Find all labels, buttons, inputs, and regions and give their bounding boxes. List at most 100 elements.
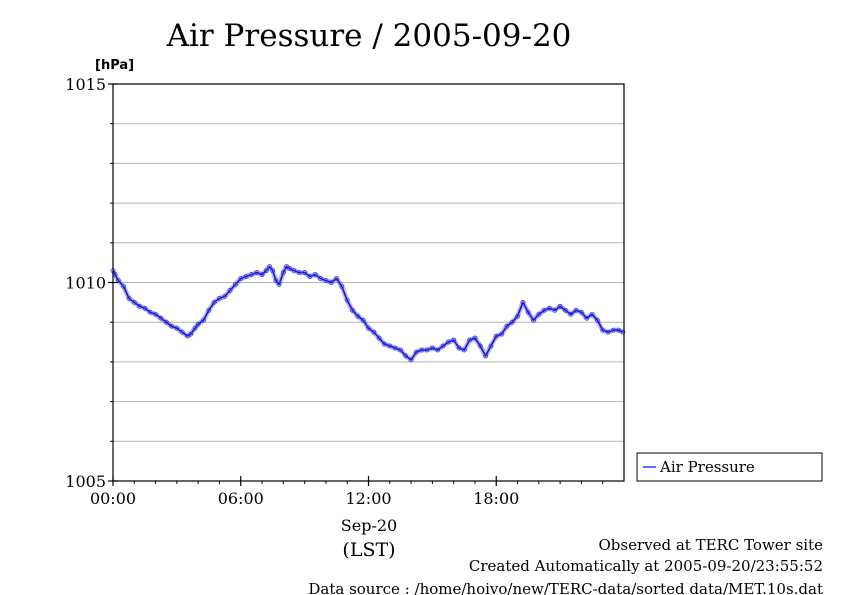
data-point xyxy=(499,331,504,337)
data-point xyxy=(163,319,169,325)
data-point xyxy=(344,297,350,303)
data-point xyxy=(563,307,568,313)
data-point xyxy=(270,268,276,273)
data-point xyxy=(610,327,616,333)
data-point xyxy=(267,264,272,270)
footer-data-source: Data source : /home/hoivo/new/TERC-data/… xyxy=(308,580,823,595)
data-point xyxy=(536,311,542,317)
data-point xyxy=(445,339,451,345)
chart-title: Air Pressure / 2005-09-20 xyxy=(166,18,572,54)
data-point xyxy=(131,299,137,305)
data-point xyxy=(483,353,489,359)
x-axis-timezone-label: (LST) xyxy=(342,539,395,561)
data-point xyxy=(328,280,334,285)
data-point xyxy=(254,270,260,275)
data-point xyxy=(579,309,584,315)
data-point xyxy=(525,309,531,315)
y-axis-unit-label: [hPa] xyxy=(95,58,134,73)
data-point xyxy=(211,299,217,305)
data-point xyxy=(429,345,435,351)
data-point xyxy=(318,276,323,281)
data-point xyxy=(312,272,318,277)
data-point xyxy=(126,295,132,301)
series-layer xyxy=(110,264,626,363)
data-point xyxy=(371,329,377,335)
data-point xyxy=(296,270,302,275)
data-point xyxy=(147,309,153,315)
data-point xyxy=(334,276,339,281)
data-point xyxy=(227,288,233,293)
data-point xyxy=(387,343,393,349)
data-point xyxy=(605,329,611,335)
data-point xyxy=(121,284,127,289)
data-point xyxy=(461,347,467,353)
data-point xyxy=(273,278,279,283)
data-point xyxy=(552,307,558,313)
data-point xyxy=(201,317,206,323)
data-point xyxy=(153,311,158,317)
data-point xyxy=(419,347,425,353)
data-point xyxy=(195,321,201,327)
data-point xyxy=(403,353,409,359)
axes xyxy=(108,83,625,486)
data-point xyxy=(233,282,238,287)
data-point xyxy=(493,333,499,339)
data-point xyxy=(276,282,282,287)
data-point xyxy=(620,329,626,335)
data-point xyxy=(366,325,371,331)
legend: Air Pressure xyxy=(636,452,823,482)
data-point xyxy=(594,317,600,323)
data-point xyxy=(222,293,228,299)
data-point xyxy=(169,323,174,329)
data-point xyxy=(547,305,552,311)
series-line-air-pressure xyxy=(112,265,624,361)
data-point xyxy=(477,343,483,349)
data-point xyxy=(557,303,563,309)
footer-observed-site: Observed at TERC Tower site xyxy=(598,536,823,554)
data-point xyxy=(217,295,222,301)
data-point xyxy=(206,307,212,313)
data-point xyxy=(350,307,355,313)
data-point xyxy=(302,270,308,275)
data-point xyxy=(488,343,494,349)
legend-label-air-pressure: Air Pressure xyxy=(659,458,755,476)
data-point xyxy=(142,305,148,311)
data-point xyxy=(115,278,121,283)
x-axis-date-label: Sep-20 xyxy=(341,516,397,535)
data-point xyxy=(520,299,526,305)
data-point xyxy=(600,327,606,333)
data-point xyxy=(440,343,446,349)
data-point xyxy=(238,276,244,281)
legend-box xyxy=(636,452,823,482)
data-point xyxy=(504,323,510,329)
data-point xyxy=(382,341,387,347)
data-point xyxy=(243,274,249,279)
data-point xyxy=(398,347,403,353)
data-point xyxy=(287,266,293,272)
data-point xyxy=(584,315,590,321)
data-point xyxy=(515,313,520,319)
data-point xyxy=(451,337,457,343)
data-point xyxy=(541,307,547,313)
x-tick-label: 18:00 xyxy=(473,489,519,508)
grid-lines xyxy=(113,123,624,442)
data-point xyxy=(424,347,430,353)
data-point xyxy=(291,268,297,273)
data-point xyxy=(573,307,579,313)
data-point xyxy=(531,317,536,323)
data-point xyxy=(456,345,462,351)
data-point xyxy=(192,325,198,331)
data-point xyxy=(307,274,313,279)
data-point xyxy=(248,272,254,277)
y-tick-label: 1010 xyxy=(65,274,106,293)
data-point xyxy=(472,335,478,341)
y-tick-label: 1005 xyxy=(65,472,106,491)
y-tick-label: 1015 xyxy=(65,75,106,94)
data-point xyxy=(280,270,286,275)
data-point xyxy=(414,349,419,355)
data-point xyxy=(188,331,194,337)
data-point xyxy=(360,317,366,323)
data-point xyxy=(179,329,185,335)
data-point xyxy=(259,272,265,277)
